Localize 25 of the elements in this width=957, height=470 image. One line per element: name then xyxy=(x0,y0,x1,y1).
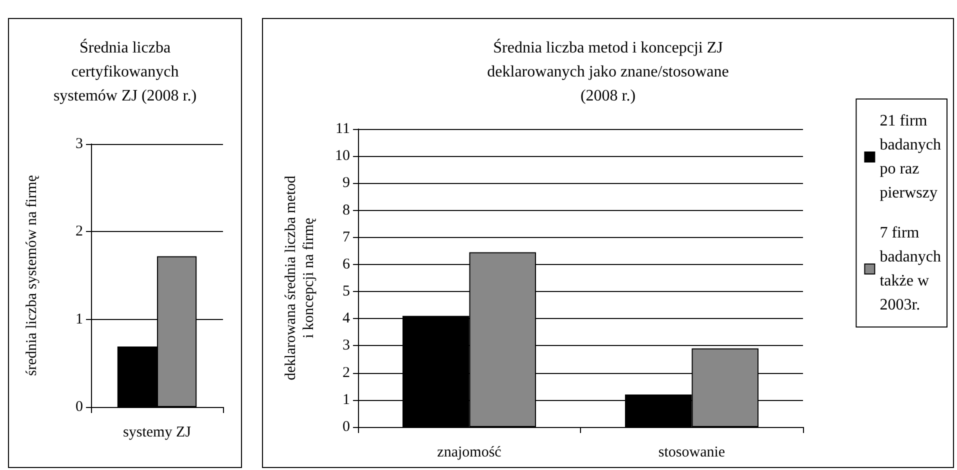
legend-label: 7 firm badanych także w 2003r. xyxy=(880,224,942,314)
chart-title: Średnia liczba certyfikowanych systemów ZJ (2008 r.) xyxy=(53,38,197,104)
y-tick-label: 9 xyxy=(342,175,350,192)
y-tick-label: 1 xyxy=(342,392,350,408)
legend-label: 21 firm badanych po raz pierwszy xyxy=(880,112,942,202)
y-tick-label: 7 xyxy=(342,229,350,246)
x-tick-label: znajomość xyxy=(437,444,502,460)
y-tick-label: 11 xyxy=(336,121,350,137)
x-tick-label: systemy ZJ xyxy=(123,424,192,440)
y-tick-label: 2 xyxy=(342,364,350,381)
y-tick-label: 6 xyxy=(342,256,350,272)
y-axis-title: średnia liczba systemów na firmę xyxy=(24,174,40,376)
chart-title: Średnia liczba metod i koncepcji ZJ deklarowanych jako znane/stosowane (2008 r.) xyxy=(487,38,729,104)
x-tick-label: stosowanie xyxy=(658,444,726,460)
y-tick-label: 10 xyxy=(335,148,350,164)
y-tick-label: 8 xyxy=(342,202,350,218)
y-tick-label: 2 xyxy=(76,224,83,240)
y-tick-label: 0 xyxy=(342,419,350,435)
y-tick-label: 3 xyxy=(76,136,83,152)
y-axis-title: deklarowana średnia liczba metod i koncepcji na firmę xyxy=(283,175,317,380)
y-tick-label: 1 xyxy=(76,311,83,328)
y-tick-label: 0 xyxy=(76,399,83,415)
y-tick-label: 5 xyxy=(342,284,350,300)
y-tick-label: 4 xyxy=(342,310,350,327)
y-tick-label: 3 xyxy=(342,338,350,354)
